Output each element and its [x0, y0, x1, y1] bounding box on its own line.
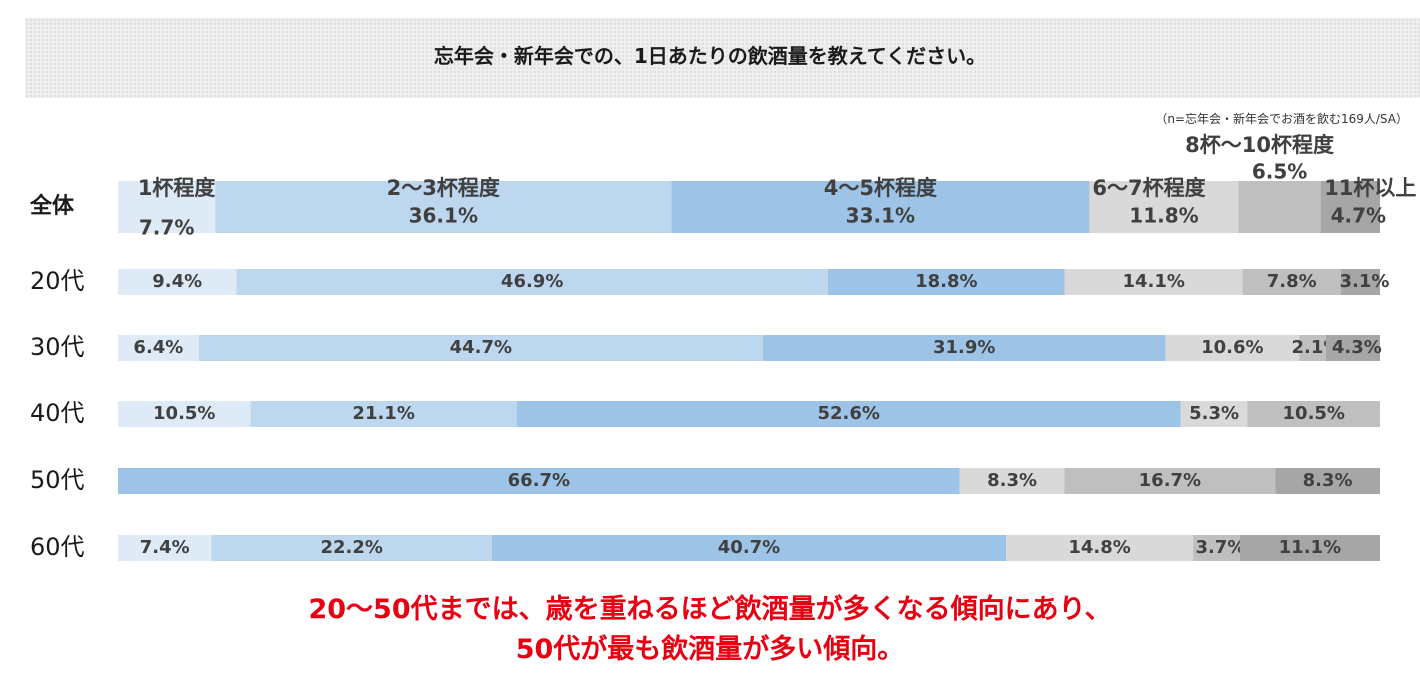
bar-segment: [1064, 269, 1243, 295]
data-label: 66.7%: [508, 470, 570, 491]
bar-segment: [1064, 468, 1276, 494]
bar-segment: [236, 269, 828, 295]
category-label: 40代: [30, 399, 85, 427]
bar-segment: [118, 181, 216, 233]
bar-segment: [1239, 535, 1380, 561]
data-label: 22.2%: [320, 537, 382, 558]
data-label: 4.3%: [1332, 337, 1382, 358]
series-label: 8杯〜10杯程度: [1185, 133, 1334, 157]
data-label: 5.3%: [1189, 403, 1239, 424]
bar-segment: [516, 401, 1181, 427]
bar-segment: [1299, 335, 1326, 361]
bar-segment: [215, 181, 672, 233]
bar-segment: [1089, 181, 1239, 233]
data-label: 44.7%: [450, 337, 512, 358]
sample-note: （n=忘年会・新年会でお酒を飲む169人/SA）: [1155, 112, 1408, 126]
category-label: 50代: [30, 466, 85, 494]
category-label: 全体: [29, 193, 75, 219]
bar-segment: [1238, 181, 1321, 233]
data-label: 7.8%: [1267, 271, 1317, 292]
bar-segment: [1320, 181, 1380, 233]
bar-segment: [1325, 335, 1380, 361]
data-label: 9.4%: [152, 271, 202, 292]
bar-segment: [1180, 401, 1248, 427]
data-label: 10.5%: [153, 403, 215, 424]
bar-segment: [118, 468, 960, 494]
bar-segment: [1193, 535, 1240, 561]
conclusion-line-1: 20〜50代までは、歳を重ねるほど飲酒量が多くなる傾向にあり、: [308, 594, 1112, 625]
series-label: 6〜7杯程度: [1092, 176, 1205, 200]
data-label: 14.8%: [1068, 537, 1130, 558]
series-label: 2〜3杯程度: [387, 176, 500, 200]
data-label: 18.8%: [915, 271, 977, 292]
bar-segment: [671, 181, 1090, 233]
bar-segment: [118, 269, 237, 295]
bar-segment: [491, 535, 1007, 561]
conclusion-line-2: 50代が最も飲酒量が多い傾向。: [515, 634, 905, 665]
data-label: 11.8%: [1129, 204, 1198, 228]
data-label: 3.7%: [1195, 537, 1245, 558]
series-label: 1杯程度: [138, 176, 216, 200]
data-label: 31.9%: [933, 337, 995, 358]
bar-segment: [1340, 269, 1380, 295]
data-label: 3.1%: [1339, 271, 1389, 292]
category-label: 20代: [30, 267, 85, 295]
data-label: 11.1%: [1279, 537, 1341, 558]
bar-segment: [198, 335, 763, 361]
data-label: 40.7%: [718, 537, 780, 558]
data-label: 14.1%: [1122, 271, 1184, 292]
bar-segment: [1165, 335, 1300, 361]
data-label: 4.7%: [1331, 204, 1386, 228]
data-label: 10.6%: [1201, 337, 1263, 358]
category-label: 60代: [30, 533, 85, 561]
data-label: 8.3%: [987, 470, 1037, 491]
data-label: 46.9%: [501, 271, 563, 292]
bar-segment: [118, 535, 212, 561]
bar-segment: [959, 468, 1065, 494]
bar-segment: [1247, 401, 1380, 427]
bar-segment: [1242, 269, 1341, 295]
data-label: 8.3%: [1303, 470, 1353, 491]
series-label: 4〜5杯程度: [824, 176, 937, 200]
data-label: 16.7%: [1139, 470, 1201, 491]
data-label: 33.1%: [846, 204, 915, 228]
bar-segment: [827, 269, 1065, 295]
data-label: 10.5%: [1283, 403, 1345, 424]
data-label: 52.6%: [817, 403, 879, 424]
data-label: 7.7%: [139, 216, 194, 240]
data-label: 36.1%: [409, 204, 478, 228]
category-label: 30代: [30, 333, 85, 361]
data-label: 6.5%: [1252, 160, 1307, 184]
bar-segment: [1275, 468, 1380, 494]
bar-segment: [118, 401, 251, 427]
bar-segment: [118, 335, 199, 361]
bar-segment: [762, 335, 1166, 361]
bar-segment: [211, 535, 492, 561]
data-label: 6.4%: [133, 337, 183, 358]
bar-segment: [250, 401, 517, 427]
chart-title: 忘年会・新年会での、1日あたりの飲酒量を教えてください。: [433, 44, 987, 68]
data-label: 7.4%: [140, 537, 190, 558]
series-label: 11杯以上: [1324, 176, 1416, 200]
bar-segment: [1006, 535, 1194, 561]
data-label: 21.1%: [352, 403, 414, 424]
title-bar: [25, 18, 1420, 98]
